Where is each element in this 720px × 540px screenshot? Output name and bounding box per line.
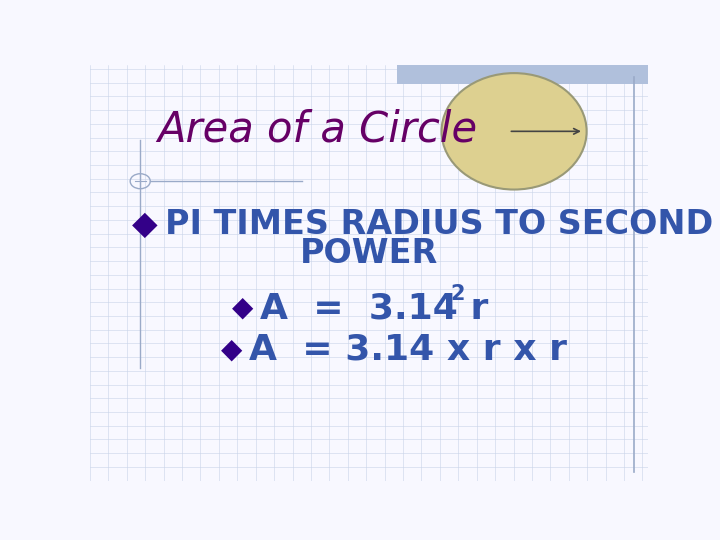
Text: A  = 3.14 x r x r: A = 3.14 x r x r	[249, 333, 567, 367]
Text: 2: 2	[450, 285, 464, 305]
Text: A  =  3.14 r: A = 3.14 r	[260, 291, 489, 325]
Text: PI TIMES RADIUS TO SECOND: PI TIMES RADIUS TO SECOND	[166, 208, 714, 241]
Text: ◆: ◆	[233, 294, 253, 322]
Text: ◆: ◆	[132, 208, 158, 241]
Text: POWER: POWER	[300, 238, 438, 271]
Bar	[397, 65, 648, 84]
Text: Area of a Circle: Area of a Circle	[157, 108, 477, 150]
Text: ◆: ◆	[221, 336, 243, 363]
Ellipse shape	[441, 73, 587, 190]
